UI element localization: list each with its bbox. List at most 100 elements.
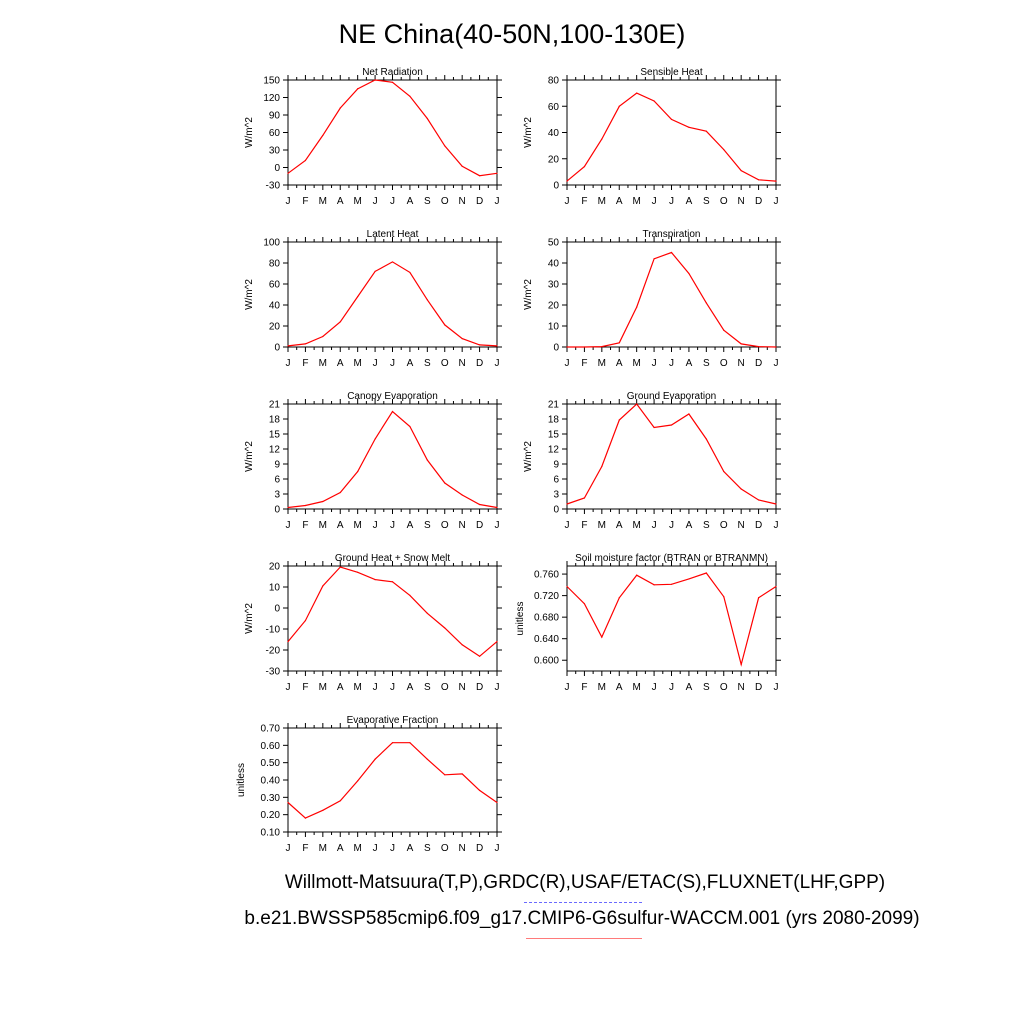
case-caption: b.e21.BWSSP585cmip6.f09_g17.CMIP6-G6sulf… [244, 908, 920, 929]
data-point [601, 138, 603, 140]
x-tick-label: F [302, 682, 308, 693]
plot-frame [566, 241, 777, 348]
x-tick-label: A [337, 358, 344, 369]
panel-title: Canopy Evaporation [347, 391, 438, 402]
data-point [636, 403, 638, 405]
x-tick-label: A [337, 682, 344, 693]
data-point [322, 335, 324, 338]
data-point [287, 172, 289, 174]
x-tick-label: J [286, 196, 291, 207]
data-point [653, 100, 655, 102]
y-tick-label: 0 [553, 505, 559, 516]
x-tick-label: A [407, 358, 414, 369]
data-point [461, 644, 463, 646]
y-axis-label: W/m^2 [244, 441, 255, 472]
data-point [775, 503, 777, 505]
x-tick-label: A [616, 358, 623, 369]
observations-dashed-underline [524, 902, 642, 903]
panel-9: J F M A M J J A S O N D J0.100.200.300.400.500.600.7… [236, 715, 502, 854]
x-tick-label: F [581, 196, 587, 207]
data-point [444, 774, 446, 776]
data-point [426, 612, 428, 614]
y-tick-label: 100 [263, 238, 280, 249]
x-tick-label: J [390, 358, 395, 369]
data-point [339, 321, 341, 323]
data-point [287, 345, 289, 347]
x-tick-label: J [286, 520, 291, 531]
y-axis-label: W/m^2 [244, 117, 255, 148]
x-tick-label: J [373, 520, 378, 531]
data-point [322, 585, 324, 587]
y-tick-label: 21 [269, 400, 281, 411]
data-point [670, 583, 673, 585]
panel-title: Evaporative Fraction [347, 715, 439, 726]
y-axis-label: W/m^2 [523, 279, 534, 310]
data-point [618, 105, 620, 107]
y-tick-label: 15 [269, 430, 281, 441]
data-point [775, 585, 777, 588]
data-point [496, 172, 498, 174]
x-tick-label: M [353, 682, 361, 693]
x-tick-label: J [652, 682, 657, 693]
data-point [496, 345, 498, 347]
y-tick-label: -30 [266, 667, 281, 678]
x-tick-label: M [598, 682, 606, 693]
y-tick-label: 0.680 [534, 613, 559, 624]
data-point [566, 346, 568, 348]
x-tick-label: N [738, 682, 745, 693]
y-tick-label: 60 [548, 102, 560, 113]
x-tick-label: A [686, 520, 693, 531]
x-tick-label: D [755, 196, 762, 207]
y-tick-label: 20 [269, 322, 281, 333]
data-point [304, 620, 307, 622]
x-tick-label: J [495, 358, 500, 369]
x-tick-label: S [424, 843, 431, 854]
plot-frame [287, 79, 498, 186]
data-point [357, 780, 359, 782]
x-tick-label: D [755, 520, 762, 531]
data-point [444, 145, 446, 147]
x-tick-label: J [495, 520, 500, 531]
x-tick-label: J [495, 682, 500, 693]
data-point [496, 801, 498, 804]
data-point [287, 641, 289, 643]
data-point [339, 107, 341, 109]
x-tick-label: J [373, 682, 378, 693]
data-point [601, 465, 603, 468]
x-tick-label: M [319, 843, 327, 854]
x-tick-label: F [302, 196, 308, 207]
y-tick-label: 3 [274, 490, 280, 501]
y-tick-label: 80 [269, 259, 281, 270]
x-tick-label: F [581, 358, 587, 369]
x-tick-label: N [459, 196, 466, 207]
data-point [583, 497, 586, 499]
data-point [426, 758, 428, 760]
x-tick-label: M [632, 358, 640, 369]
y-tick-label: 20 [269, 562, 281, 573]
y-tick-label: 10 [269, 583, 281, 594]
x-tick-label: J [373, 358, 378, 369]
y-tick-label: 0.70 [261, 724, 281, 735]
data-point [357, 88, 359, 90]
x-tick-label: J [390, 196, 395, 207]
x-tick-label: M [353, 520, 361, 531]
data-point [304, 504, 307, 507]
series-line [287, 410, 498, 509]
x-tick-label: A [407, 682, 414, 693]
y-axis-label: W/m^2 [244, 279, 255, 310]
x-tick-label: J [774, 520, 779, 531]
y-tick-label: 6 [553, 475, 559, 486]
data-point [461, 494, 463, 496]
x-tick-label: S [424, 682, 431, 693]
data-point [757, 597, 760, 599]
x-tick-label: J [495, 196, 500, 207]
data-point [723, 596, 725, 598]
panel-4: J F M A M J J A S O N D J01020304050TranspirationW/m… [523, 229, 781, 369]
panel-title: Sensible Heat [640, 67, 702, 78]
x-tick-label: D [476, 196, 483, 207]
data-point [653, 258, 655, 260]
x-tick-label: A [337, 196, 344, 207]
data-point [357, 296, 359, 298]
x-tick-label: S [703, 358, 710, 369]
